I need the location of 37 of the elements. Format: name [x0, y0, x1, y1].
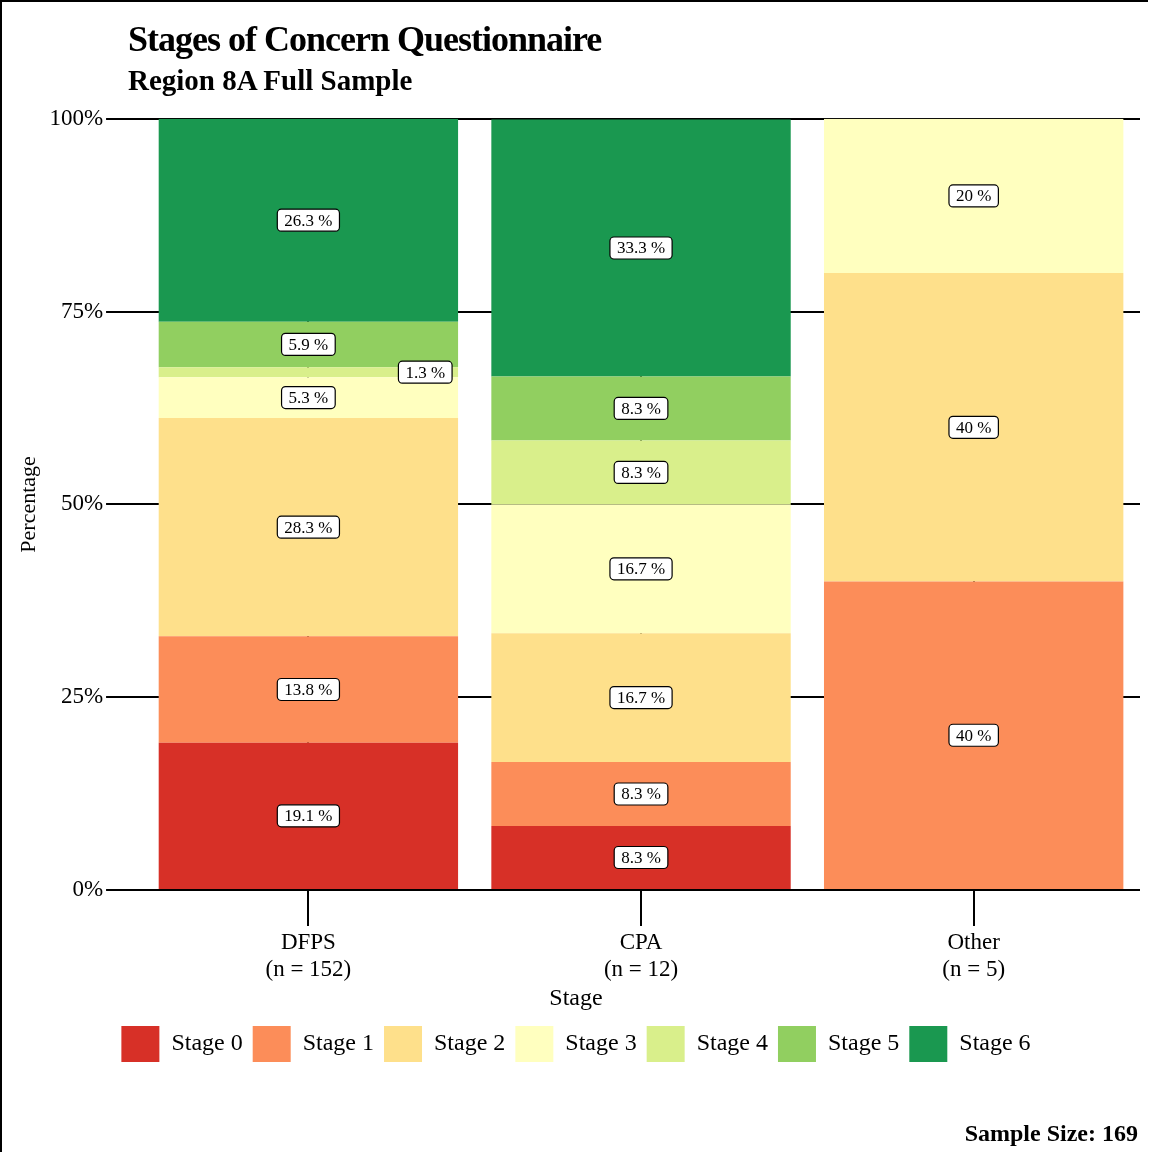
- legend-label: Stage 4: [696, 1029, 768, 1056]
- x-tick-label: CPA (n = 12): [603, 928, 679, 982]
- data-label: 1.3 %: [405, 362, 446, 382]
- y-tick-label: 0%: [72, 876, 104, 902]
- text: Sample Size: 169: [964, 1120, 1138, 1147]
- data-label: 19.1 %: [284, 806, 333, 826]
- data-label: 8.3 %: [621, 847, 661, 867]
- data-label: 33.3 %: [616, 238, 666, 258]
- data-label: 8.3 %: [621, 398, 661, 418]
- legend-label: Stage 5: [827, 1029, 900, 1056]
- legend-label: Stage 1: [302, 1029, 375, 1056]
- x-tick-label: DFPS (n = 152): [265, 928, 352, 982]
- chart-subtitle: Region 8A Full Sample: [128, 64, 413, 97]
- y-tick-label: 100%: [49, 104, 104, 130]
- chart-title: Stages of Concern Questionnaire: [128, 18, 602, 60]
- legend-label: Stage 0: [171, 1029, 243, 1056]
- data-label: 16.7 %: [616, 688, 666, 708]
- data-label: 5.3 %: [288, 388, 329, 408]
- y-axis-title: Percentage: [14, 456, 40, 553]
- data-label: 28.3 %: [284, 517, 333, 537]
- data-label: 40 %: [955, 725, 992, 745]
- data-label: 13.8 %: [284, 679, 333, 699]
- data-label: 16.7 %: [616, 559, 666, 579]
- y-tick-label: 50%: [60, 490, 104, 516]
- data-label: 26.3 %: [284, 210, 333, 230]
- data-label: 8.3 %: [621, 784, 661, 804]
- x-tick-label: Other (n = 5): [942, 928, 1006, 982]
- y-tick-label: 75%: [60, 297, 104, 323]
- legend-label: Stage 6: [959, 1029, 1031, 1056]
- y-tick-label: 25%: [60, 683, 104, 709]
- legend-title: Stage: [549, 984, 603, 1011]
- legend-label: Stage 3: [565, 1029, 637, 1056]
- data-label: 8.3 %: [621, 462, 661, 482]
- legend-label: Stage 2: [434, 1029, 506, 1056]
- data-label: 5.9 %: [288, 334, 329, 354]
- data-label: 20 %: [955, 186, 992, 206]
- data-label: 40 %: [955, 417, 992, 437]
